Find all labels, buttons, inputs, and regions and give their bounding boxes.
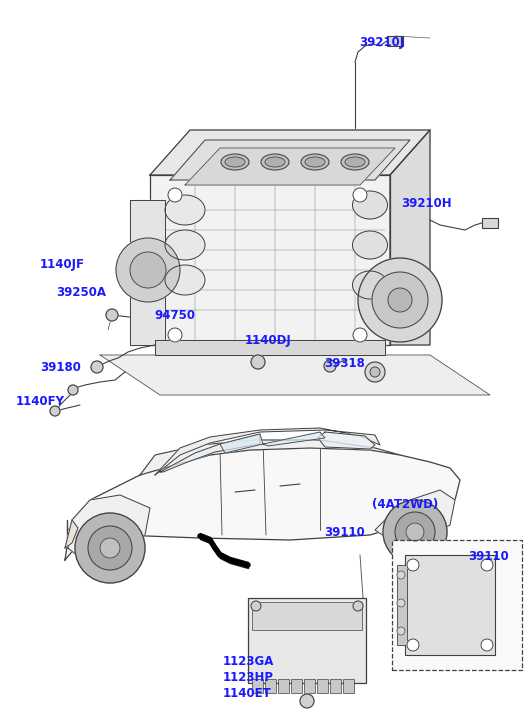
- Ellipse shape: [353, 191, 387, 219]
- Polygon shape: [185, 148, 395, 185]
- Circle shape: [130, 252, 166, 288]
- Bar: [397, 565, 407, 645]
- Circle shape: [372, 272, 428, 328]
- Ellipse shape: [265, 157, 285, 167]
- Circle shape: [68, 385, 78, 395]
- Polygon shape: [155, 428, 380, 475]
- Ellipse shape: [165, 230, 205, 260]
- Circle shape: [106, 309, 118, 321]
- Polygon shape: [130, 200, 165, 345]
- Polygon shape: [140, 440, 400, 475]
- Text: 39318: 39318: [325, 357, 365, 370]
- Ellipse shape: [165, 265, 205, 295]
- Text: 1140ET: 1140ET: [222, 687, 271, 700]
- Circle shape: [91, 361, 103, 373]
- Circle shape: [397, 627, 405, 635]
- Ellipse shape: [353, 271, 387, 299]
- Circle shape: [481, 639, 493, 651]
- Ellipse shape: [305, 157, 325, 167]
- Circle shape: [300, 694, 314, 708]
- Text: 1140DJ: 1140DJ: [245, 334, 292, 347]
- Text: 39110: 39110: [325, 526, 365, 539]
- Bar: [278, 679, 289, 693]
- Ellipse shape: [345, 157, 365, 167]
- Circle shape: [397, 571, 405, 579]
- Bar: [291, 679, 302, 693]
- Circle shape: [353, 601, 363, 611]
- Bar: [248, 598, 366, 683]
- Circle shape: [358, 258, 442, 342]
- Polygon shape: [170, 140, 410, 180]
- Circle shape: [353, 188, 367, 202]
- Text: 39210J: 39210J: [359, 36, 404, 49]
- Text: 39110: 39110: [468, 550, 509, 563]
- Bar: [252, 679, 263, 693]
- Ellipse shape: [165, 195, 205, 225]
- Circle shape: [406, 523, 424, 541]
- Circle shape: [251, 355, 265, 369]
- Bar: [392, 540, 522, 670]
- Circle shape: [407, 639, 419, 651]
- Polygon shape: [318, 432, 375, 449]
- Bar: [317, 679, 328, 693]
- Polygon shape: [65, 520, 78, 548]
- Polygon shape: [155, 340, 385, 355]
- Text: 1140JF: 1140JF: [40, 258, 85, 271]
- Text: 1123GA: 1123GA: [222, 655, 274, 668]
- Bar: [387, 36, 403, 46]
- Circle shape: [481, 559, 493, 571]
- Circle shape: [407, 559, 419, 571]
- Circle shape: [397, 599, 405, 607]
- Circle shape: [383, 500, 447, 564]
- Ellipse shape: [261, 154, 289, 170]
- Text: 1123HP: 1123HP: [222, 671, 273, 684]
- Circle shape: [388, 288, 412, 312]
- Circle shape: [353, 328, 367, 342]
- Circle shape: [116, 238, 180, 302]
- Circle shape: [75, 513, 145, 583]
- Circle shape: [251, 601, 261, 611]
- Ellipse shape: [221, 154, 249, 170]
- Circle shape: [100, 538, 120, 558]
- Circle shape: [88, 526, 132, 570]
- Text: 39210H: 39210H: [402, 197, 452, 210]
- Circle shape: [395, 512, 435, 552]
- Polygon shape: [220, 434, 263, 453]
- Text: 39180: 39180: [40, 361, 81, 374]
- Polygon shape: [100, 355, 490, 395]
- Bar: [343, 679, 354, 693]
- Bar: [405, 555, 495, 655]
- Polygon shape: [150, 175, 390, 345]
- Polygon shape: [68, 495, 150, 558]
- Ellipse shape: [301, 154, 329, 170]
- Text: 39250A: 39250A: [56, 286, 106, 299]
- Text: (4AT2WD): (4AT2WD): [372, 498, 439, 511]
- Circle shape: [168, 188, 182, 202]
- Circle shape: [324, 360, 336, 372]
- Polygon shape: [375, 490, 455, 540]
- Bar: [330, 679, 341, 693]
- Ellipse shape: [225, 157, 245, 167]
- Polygon shape: [65, 448, 460, 560]
- Circle shape: [50, 406, 60, 416]
- Polygon shape: [150, 130, 430, 175]
- Polygon shape: [160, 434, 260, 472]
- Bar: [482, 218, 498, 228]
- Polygon shape: [263, 432, 325, 446]
- Text: 94750: 94750: [154, 309, 195, 322]
- Circle shape: [365, 362, 385, 382]
- Bar: [252, 602, 362, 630]
- Polygon shape: [390, 130, 430, 345]
- Ellipse shape: [353, 231, 387, 259]
- Bar: [304, 679, 315, 693]
- Bar: [265, 679, 276, 693]
- Circle shape: [168, 328, 182, 342]
- Circle shape: [370, 367, 380, 377]
- Ellipse shape: [341, 154, 369, 170]
- Text: 1140FY: 1140FY: [16, 395, 65, 408]
